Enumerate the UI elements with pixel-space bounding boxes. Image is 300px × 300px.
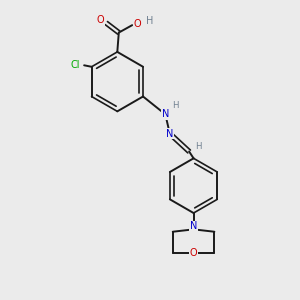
Text: H: H	[172, 101, 179, 110]
Text: H: H	[146, 16, 154, 26]
Text: O: O	[190, 248, 197, 258]
Text: O: O	[134, 19, 141, 29]
Text: N: N	[166, 129, 173, 139]
Text: H: H	[195, 142, 202, 151]
Text: Cl: Cl	[70, 60, 80, 70]
Text: N: N	[190, 221, 197, 231]
Text: N: N	[162, 109, 169, 119]
Text: O: O	[97, 15, 104, 25]
